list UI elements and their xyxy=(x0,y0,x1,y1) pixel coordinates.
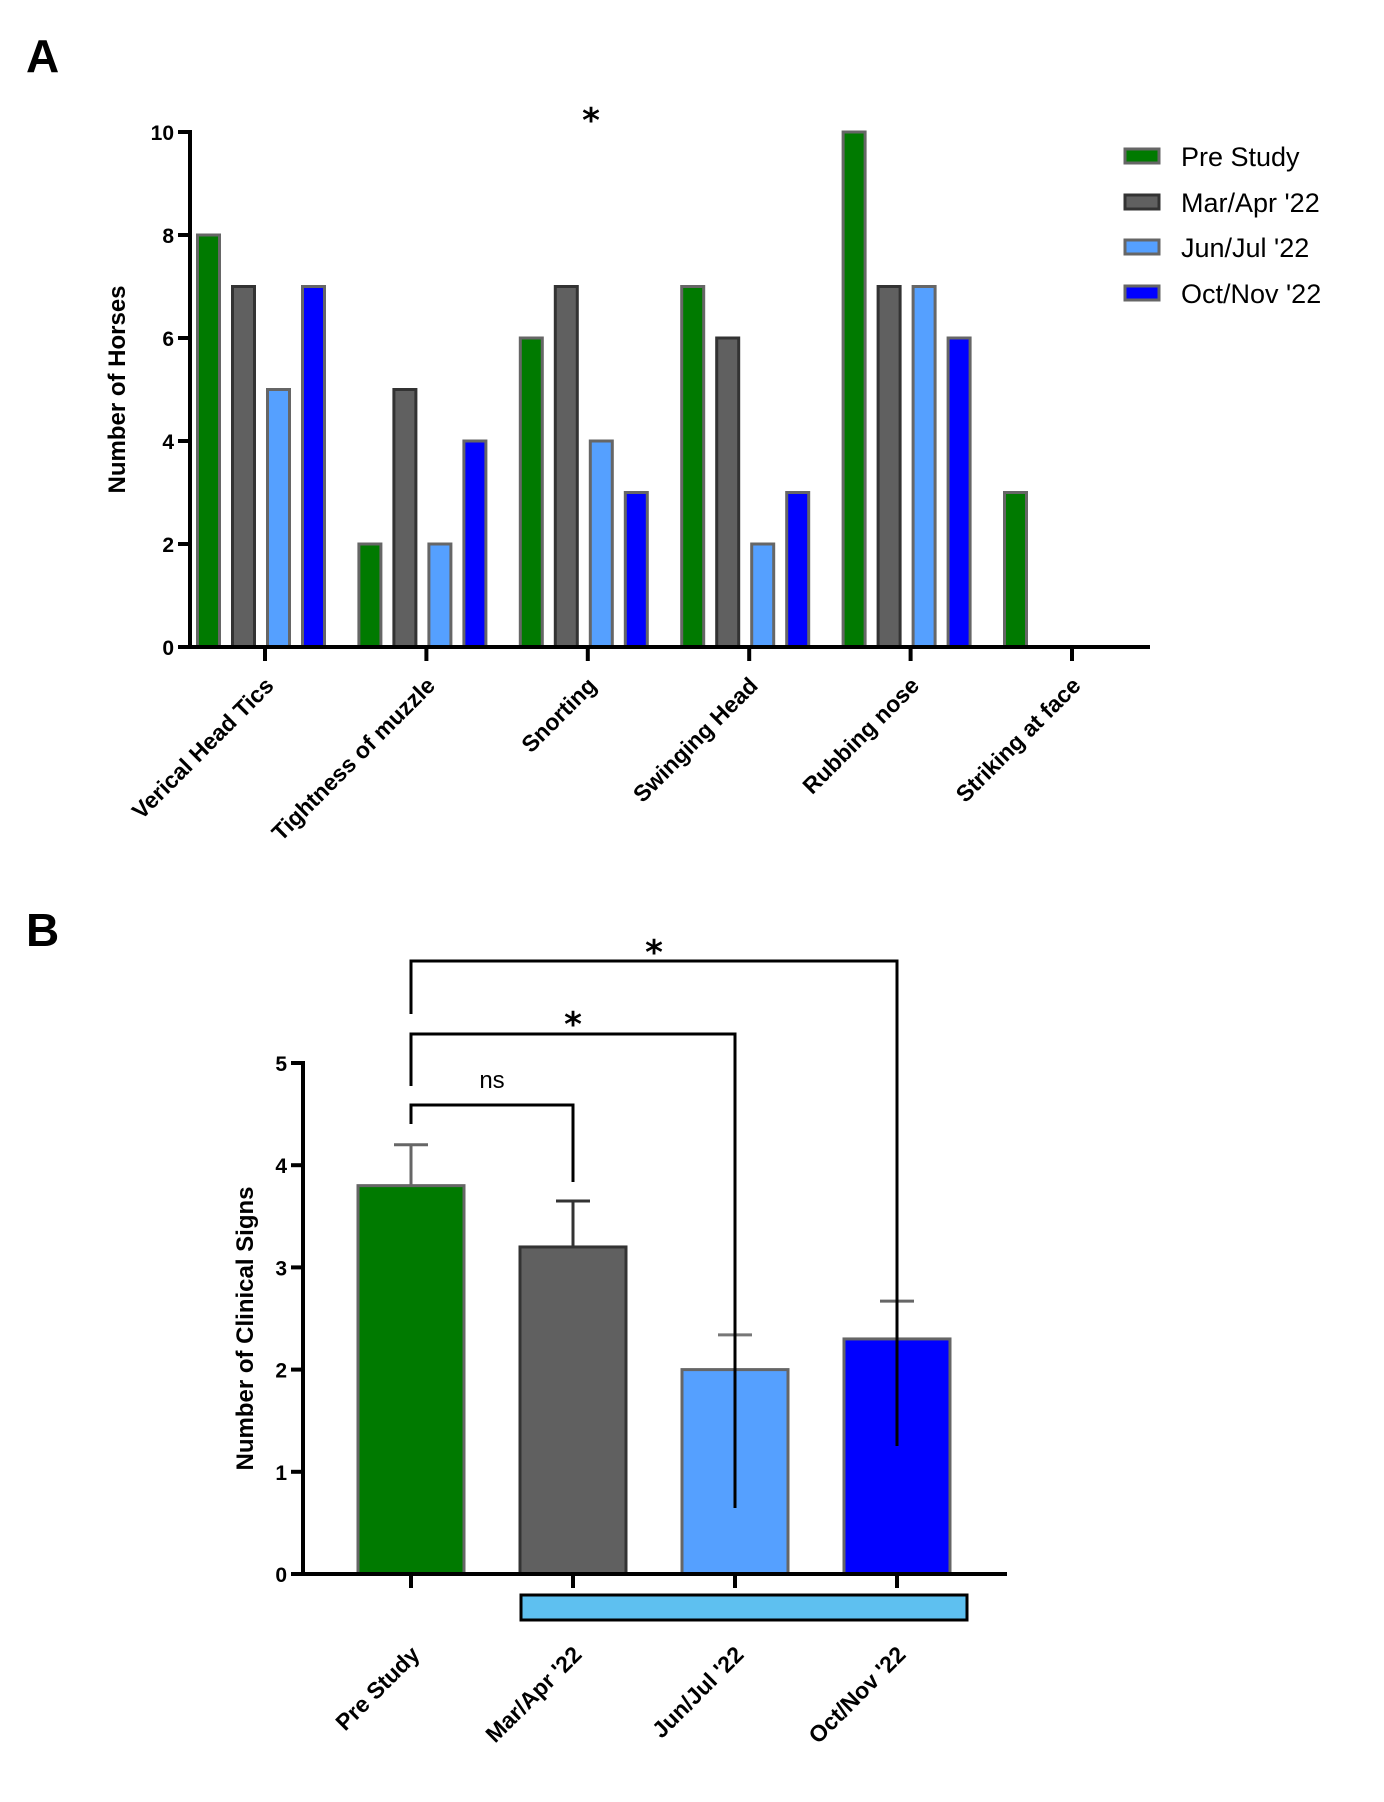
bar xyxy=(196,233,221,649)
bar xyxy=(841,130,867,649)
legend-label: Mar/Apr '22 xyxy=(1181,188,1320,218)
y-tick-label: 0 xyxy=(162,637,174,660)
y-tick-label: 10 xyxy=(151,122,174,145)
bar xyxy=(553,285,579,649)
bar xyxy=(588,439,614,649)
y-tick-label: 3 xyxy=(275,1257,287,1280)
bar xyxy=(680,285,706,649)
x-tick-label: Jun/Jul '22 xyxy=(647,1641,749,1743)
bar xyxy=(462,439,488,649)
x-tick-label: Oct/Nov '22 xyxy=(803,1641,910,1748)
legend-label: Pre Study xyxy=(1181,142,1300,172)
x-tick-label: Snorting xyxy=(516,672,601,757)
bar xyxy=(623,491,649,649)
legend-swatch xyxy=(1123,147,1161,165)
bar xyxy=(911,285,937,649)
legend-label: Oct/Nov '22 xyxy=(1181,279,1321,309)
legend-swatch xyxy=(1123,284,1161,302)
y-tick-label: 2 xyxy=(162,534,174,557)
bar xyxy=(356,1184,466,1576)
panel-a-label: A xyxy=(26,30,59,82)
y-tick-label: 5 xyxy=(275,1053,287,1076)
bar xyxy=(301,285,326,649)
panel-b-label: B xyxy=(26,904,59,956)
bar xyxy=(392,388,418,649)
bar xyxy=(357,542,383,649)
bar xyxy=(785,491,811,649)
significance-bracket xyxy=(409,1103,575,1182)
x-tick-label: Swinging Head xyxy=(628,672,763,807)
treatment-period-bar xyxy=(519,1593,969,1622)
significance-star: * xyxy=(582,101,600,141)
x-tick-label: Striking at face xyxy=(951,672,1086,807)
bar xyxy=(518,1245,628,1576)
x-tick-label: Pre Study xyxy=(330,1641,424,1735)
bar xyxy=(266,388,291,649)
y-axis-title: Number of Clinical Signs xyxy=(232,1186,259,1470)
significance-bracket xyxy=(409,959,899,1446)
y-axis-title: Number of Horses xyxy=(104,285,131,493)
significance-bracket xyxy=(409,1032,737,1508)
bar xyxy=(1003,491,1028,649)
chart-b: 0 1 2 3 4 5 Pre Study Mar/Apr '22 Jun/Jul '22 Oct… xyxy=(232,933,1007,1748)
significance-label: ns xyxy=(479,1067,504,1094)
bar xyxy=(750,542,776,649)
y-tick-label: 6 xyxy=(162,328,174,351)
significance-label: * xyxy=(645,933,663,973)
bar xyxy=(876,285,902,649)
y-tick-label: 2 xyxy=(275,1360,287,1383)
bar xyxy=(231,285,256,649)
x-tick-label: Rubbing nose xyxy=(797,672,924,799)
significance-label: * xyxy=(564,1005,582,1045)
bar xyxy=(518,336,544,649)
legend-swatch xyxy=(1123,238,1161,256)
y-tick-label: 4 xyxy=(275,1155,287,1178)
bar xyxy=(427,542,453,649)
bar xyxy=(715,336,741,649)
legend-swatch xyxy=(1123,193,1161,211)
y-tick-label: 8 xyxy=(162,225,174,248)
x-tick-label: Mar/Apr '22 xyxy=(480,1641,586,1747)
y-tick-label: 0 xyxy=(275,1564,287,1587)
x-tick-label: Verical Head Tics xyxy=(127,672,279,824)
x-tick-label: Tightness of muzzle xyxy=(266,672,440,846)
y-tick-label: 4 xyxy=(162,431,174,454)
y-tick-label: 1 xyxy=(275,1462,287,1485)
legend-label: Jun/Jul '22 xyxy=(1181,233,1309,263)
bar xyxy=(946,336,972,649)
